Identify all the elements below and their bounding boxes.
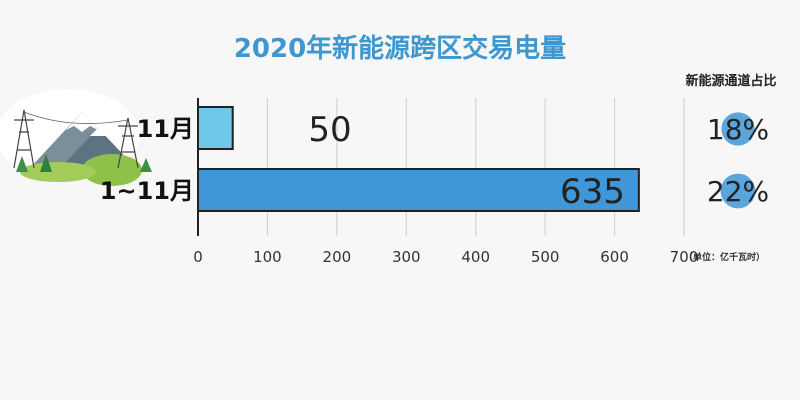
ratio-label: 22% — [707, 175, 769, 208]
category-label: 1~11月 — [100, 177, 194, 205]
landscape-illustration — [0, 89, 152, 186]
data-label: 50 — [308, 110, 351, 150]
chart-title: 2020年新能源跨区交易电量 — [233, 34, 567, 64]
x-tick-label: 400 — [461, 248, 490, 266]
ratio-header: 新能源通道占比 — [685, 74, 777, 89]
x-tick-label: 500 — [531, 248, 560, 266]
category-label: 11月 — [137, 115, 194, 143]
x-tick-label: 700 — [670, 248, 699, 266]
bar — [197, 106, 234, 150]
x-tick-label: 100 — [253, 248, 282, 266]
data-label: 635 — [560, 172, 625, 212]
ratio-circle — [721, 112, 755, 146]
ratio-circle — [720, 173, 756, 209]
x-tick-label: 0 — [193, 248, 203, 266]
x-tick-label: 200 — [323, 248, 352, 266]
ratio-label: 18% — [707, 113, 769, 146]
x-tick-label: 600 — [600, 248, 629, 266]
unit-label: （单位：亿千瓦时） — [684, 253, 766, 263]
x-tick-label: 300 — [392, 248, 421, 266]
